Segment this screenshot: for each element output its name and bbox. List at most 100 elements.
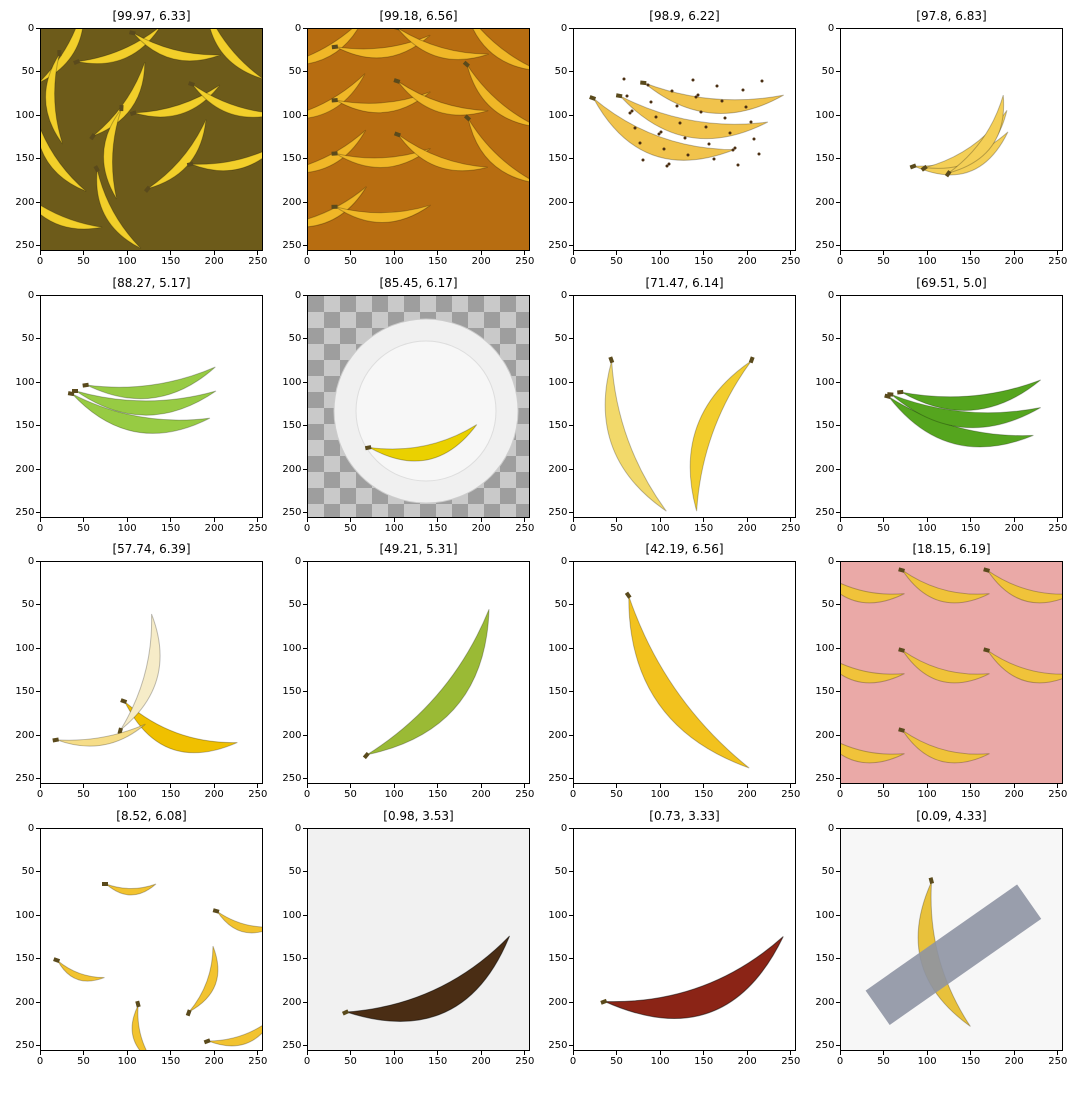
y-tick-label: 250 — [282, 1040, 301, 1051]
x-tick-label: 0 — [570, 523, 576, 534]
x-tick — [790, 1051, 791, 1055]
banana-image — [574, 29, 796, 251]
y-tick — [836, 958, 840, 959]
x-tick — [83, 518, 84, 522]
x-tick-label: 250 — [248, 256, 267, 267]
y-tick — [836, 115, 840, 116]
x-tick — [350, 1051, 351, 1055]
y-tick — [569, 512, 573, 513]
x-tick — [790, 251, 791, 255]
y-tick — [569, 648, 573, 649]
panel-title: [99.97, 6.33] — [40, 9, 263, 23]
y-tick — [36, 1002, 40, 1003]
panel-title: [71.47, 6.14] — [573, 276, 796, 290]
panel-title: [99.18, 6.56] — [307, 9, 530, 23]
y-tick — [569, 735, 573, 736]
y-tick-label: 100 — [15, 910, 34, 921]
x-tick-label: 150 — [694, 789, 713, 800]
y-tick-label: 50 — [289, 599, 302, 610]
banana-image — [41, 829, 263, 1051]
banana-image — [308, 296, 530, 518]
x-tick — [127, 518, 128, 522]
y-tick-label: 50 — [22, 599, 35, 610]
x-tick — [83, 784, 84, 788]
y-tick-label: 100 — [548, 643, 567, 654]
x-tick-label: 100 — [118, 789, 137, 800]
x-tick — [307, 518, 308, 522]
x-tick-label: 100 — [651, 256, 670, 267]
x-tick-label: 200 — [738, 1056, 757, 1067]
y-tick — [36, 115, 40, 116]
y-tick-label: 200 — [548, 464, 567, 475]
y-tick-label: 200 — [282, 997, 301, 1008]
x-tick-label: 150 — [694, 256, 713, 267]
x-tick-label: 200 — [738, 789, 757, 800]
x-tick-label: 150 — [428, 523, 447, 534]
x-tick — [660, 251, 661, 255]
x-tick — [927, 1051, 928, 1055]
y-tick-label: 150 — [15, 953, 34, 964]
x-tick-label: 200 — [1005, 256, 1024, 267]
y-tick — [303, 735, 307, 736]
y-tick-label: 250 — [815, 240, 834, 251]
y-tick-label: 200 — [15, 464, 34, 475]
y-tick — [303, 958, 307, 959]
y-tick — [569, 871, 573, 872]
panel-image — [307, 28, 530, 251]
y-tick-label: 150 — [282, 153, 301, 164]
y-tick — [569, 28, 573, 29]
x-tick-label: 250 — [248, 789, 267, 800]
x-tick-label: 150 — [428, 1056, 447, 1067]
x-tick-label: 0 — [837, 1056, 843, 1067]
y-tick-label: 50 — [22, 866, 35, 877]
y-tick — [303, 28, 307, 29]
x-tick — [257, 1051, 258, 1055]
y-tick — [36, 1045, 40, 1046]
panel-image — [573, 828, 796, 1051]
x-tick-label: 50 — [344, 789, 357, 800]
y-tick — [303, 871, 307, 872]
y-tick-label: 150 — [548, 420, 567, 431]
y-tick — [569, 1045, 573, 1046]
x-tick-label: 200 — [205, 523, 224, 534]
y-tick — [303, 1045, 307, 1046]
y-tick — [569, 958, 573, 959]
y-tick-label: 100 — [815, 377, 834, 388]
y-tick — [569, 691, 573, 692]
y-tick — [303, 648, 307, 649]
x-tick-label: 100 — [651, 523, 670, 534]
y-tick — [303, 1002, 307, 1003]
x-tick — [481, 518, 482, 522]
x-tick-label: 250 — [1048, 1056, 1067, 1067]
x-tick — [970, 518, 971, 522]
y-tick-label: 100 — [282, 910, 301, 921]
y-tick — [836, 871, 840, 872]
x-tick — [170, 518, 171, 522]
x-tick-label: 50 — [77, 523, 90, 534]
panel-title: [0.09, 4.33] — [840, 809, 1063, 823]
x-tick-label: 50 — [610, 256, 623, 267]
x-tick — [170, 1051, 171, 1055]
x-tick — [1014, 518, 1015, 522]
y-tick — [836, 382, 840, 383]
x-tick-label: 200 — [205, 256, 224, 267]
x-tick-label: 200 — [472, 789, 491, 800]
y-tick-label: 0 — [28, 290, 34, 301]
x-tick-label: 250 — [1048, 256, 1067, 267]
x-tick-label: 150 — [428, 256, 447, 267]
x-tick — [127, 1051, 128, 1055]
x-tick-label: 100 — [918, 523, 937, 534]
x-tick-label: 150 — [961, 1056, 980, 1067]
panel-title: [42.19, 6.56] — [573, 542, 796, 556]
y-tick — [36, 295, 40, 296]
x-tick — [307, 251, 308, 255]
y-tick — [36, 469, 40, 470]
